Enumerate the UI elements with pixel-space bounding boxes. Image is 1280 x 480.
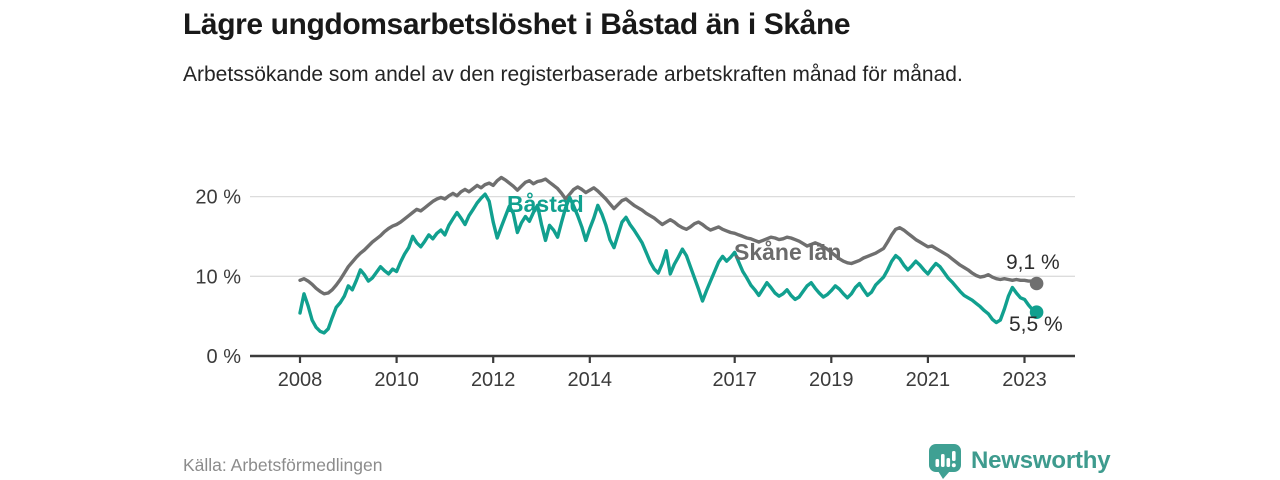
x-tick-label: 2021 bbox=[906, 369, 951, 391]
newsworthy-chart-bubble-icon bbox=[929, 444, 961, 479]
x-tick-label: 2012 bbox=[471, 369, 516, 391]
newsworthy-wordmark: Newsworthy bbox=[971, 447, 1111, 474]
source-credit: Källa: Arbetsförmedlingen bbox=[183, 455, 383, 475]
y-tick-label: 20 % bbox=[195, 187, 241, 209]
series-end-dot-b-stad bbox=[1029, 305, 1044, 320]
series-end-dot-sk-ne-l-n bbox=[1029, 276, 1044, 291]
chart-title: Lägre ungdomsarbetslöshet i Båstad än i … bbox=[183, 8, 851, 41]
series-line-b-stad bbox=[298, 192, 1039, 335]
chart-subtitle: Arbetssökande som andel av den registerb… bbox=[183, 63, 963, 86]
series-line-sk-ne-l-n bbox=[298, 175, 1039, 296]
x-tick-label: 2014 bbox=[568, 369, 613, 391]
x-tick-label: 2008 bbox=[278, 369, 323, 391]
end-value-label-bastad: 5,5 % bbox=[1009, 313, 1063, 336]
y-tick-label: 10 % bbox=[195, 266, 241, 288]
x-tick-label: 2010 bbox=[374, 369, 419, 391]
newsworthy-logo: Newsworthy bbox=[928, 443, 1111, 479]
y-tick-label: 0 % bbox=[207, 346, 242, 368]
series-label-skane-lan: Skåne län bbox=[734, 239, 842, 265]
x-tick-label: 2023 bbox=[1002, 369, 1047, 391]
series-label-bastad: Båstad bbox=[507, 191, 584, 217]
x-tick-label: 2019 bbox=[809, 369, 854, 391]
end-value-label-skane: 9,1 % bbox=[1006, 251, 1060, 274]
x-tick-label: 2017 bbox=[712, 369, 757, 391]
